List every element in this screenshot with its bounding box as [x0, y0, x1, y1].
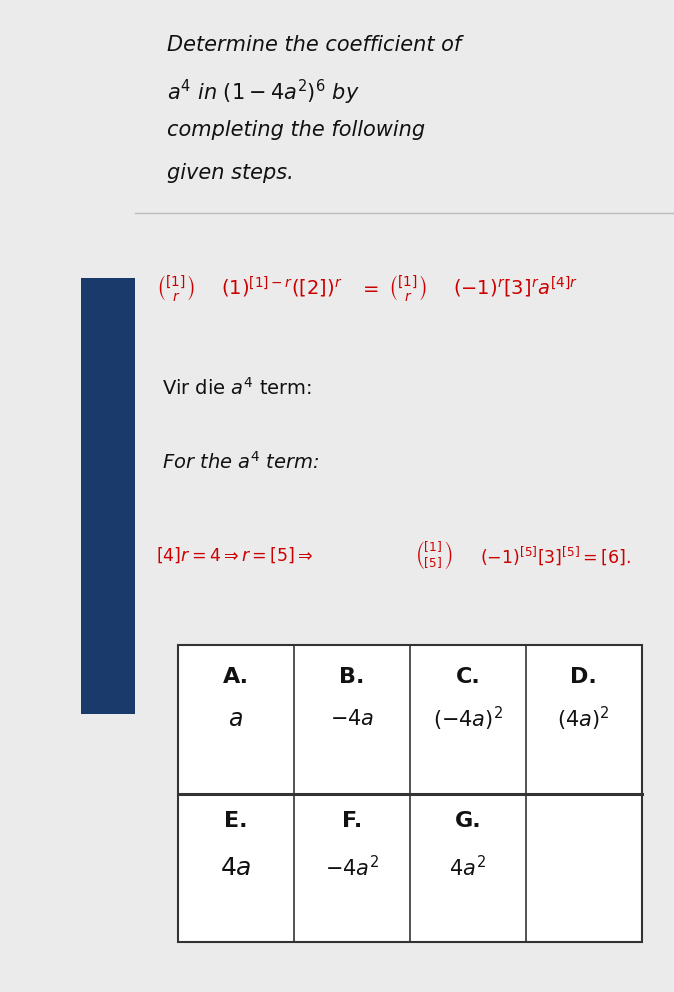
Text: $4a^2$: $4a^2$: [450, 855, 486, 881]
Text: D.: D.: [570, 667, 597, 686]
Text: F.: F.: [342, 811, 362, 831]
Text: $(-4a)^2$: $(-4a)^2$: [433, 705, 503, 733]
Text: C.: C.: [456, 667, 480, 686]
Text: completing the following: completing the following: [167, 120, 425, 140]
Text: A.: A.: [223, 667, 249, 686]
Text: For the $a^4$ term:: For the $a^4$ term:: [162, 451, 319, 473]
Text: G.: G.: [454, 811, 481, 831]
Text: $(-1)^r[3]^r a^{[4]r}$: $(-1)^r[3]^r a^{[4]r}$: [453, 275, 578, 301]
Text: given steps.: given steps.: [167, 163, 294, 183]
Text: Vir die $a^4$ term:: Vir die $a^4$ term:: [162, 377, 311, 399]
Text: $4a$: $4a$: [220, 856, 251, 880]
Text: E.: E.: [224, 811, 247, 831]
Text: $[4]r = 4 \Rightarrow r = [5] \Rightarrow$: $[4]r = 4 \Rightarrow r = [5] \Rightarro…: [156, 546, 314, 565]
Bar: [81, 278, 135, 714]
Text: $-4a^2$: $-4a^2$: [325, 855, 379, 881]
Bar: [178, 645, 642, 942]
Text: $a$: $a$: [228, 707, 243, 731]
Text: $(4a)^2$: $(4a)^2$: [557, 705, 610, 733]
Text: $\binom{[1]}{r}$: $\binom{[1]}{r}$: [156, 273, 195, 303]
Text: $a^4$ in $(1 - 4a^2)^6$ by: $a^4$ in $(1 - 4a^2)^6$ by: [167, 77, 360, 106]
Text: $(1)^{[1]-r}([2])^r$: $(1)^{[1]-r}([2])^r$: [221, 275, 342, 301]
Text: B.: B.: [339, 667, 365, 686]
Text: $=$: $=$: [359, 278, 379, 298]
Text: $\binom{[1]}{[5]}$: $\binom{[1]}{[5]}$: [415, 540, 453, 571]
Text: $-4a$: $-4a$: [330, 709, 374, 729]
Text: Determine the coefficient of: Determine the coefficient of: [167, 35, 462, 55]
Text: $\binom{[1]}{r}$: $\binom{[1]}{r}$: [388, 273, 427, 303]
Text: $(-1)^{[5]}[3]^{[5]} = [6].$: $(-1)^{[5]}[3]^{[5]} = [6].$: [480, 545, 631, 566]
